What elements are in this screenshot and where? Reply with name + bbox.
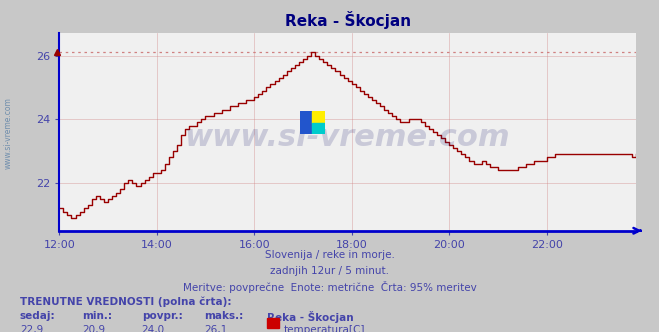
Text: www.si-vreme.com: www.si-vreme.com (4, 97, 13, 169)
Text: temperatura[C]: temperatura[C] (283, 325, 365, 332)
Text: maks.:: maks.: (204, 311, 244, 321)
Text: zadnjih 12ur / 5 minut.: zadnjih 12ur / 5 minut. (270, 266, 389, 276)
Title: Reka - Škocjan: Reka - Škocjan (285, 11, 411, 29)
Text: min.:: min.: (82, 311, 113, 321)
Text: sedaj:: sedaj: (20, 311, 55, 321)
Text: TRENUTNE VREDNOSTI (polna črta):: TRENUTNE VREDNOSTI (polna črta): (20, 296, 231, 307)
Text: 22,9: 22,9 (20, 325, 43, 332)
Text: Meritve: povprečne  Enote: metrične  Črta: 95% meritev: Meritve: povprečne Enote: metrične Črta:… (183, 281, 476, 293)
Text: Reka - Škocjan: Reka - Škocjan (267, 311, 353, 323)
Bar (312, 123, 325, 134)
Text: www.si-vreme.com: www.si-vreme.com (185, 124, 511, 152)
Text: Slovenija / reke in morje.: Slovenija / reke in morje. (264, 250, 395, 260)
Text: 20,9: 20,9 (82, 325, 105, 332)
Bar (312, 111, 325, 123)
Text: 24,0: 24,0 (142, 325, 165, 332)
Text: povpr.:: povpr.: (142, 311, 183, 321)
Text: 26,1: 26,1 (204, 325, 227, 332)
Bar (300, 111, 312, 134)
